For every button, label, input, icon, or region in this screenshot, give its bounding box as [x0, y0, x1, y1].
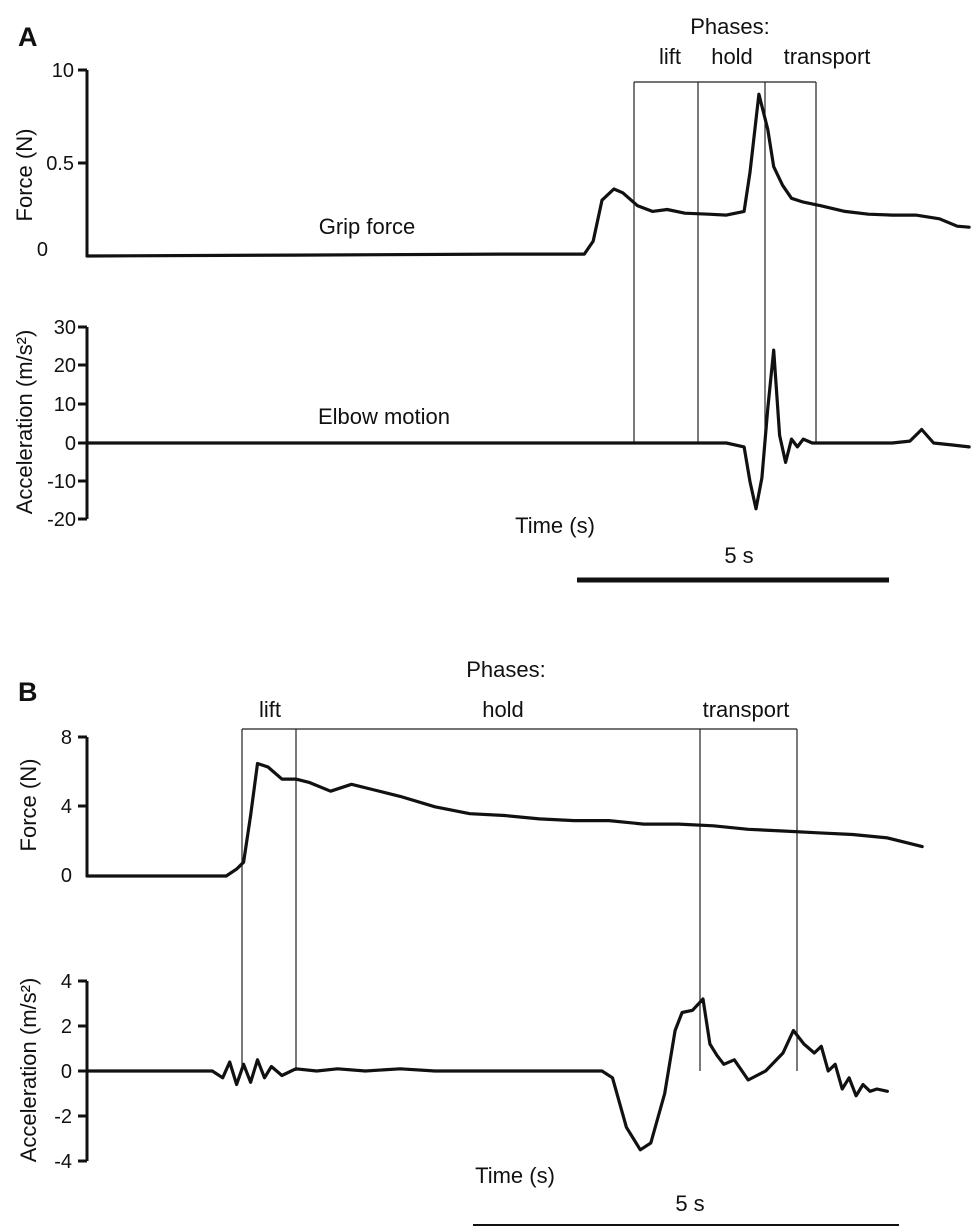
- panel-b-accel-ytick-label-2: 2: [61, 1016, 72, 1038]
- panel-a-xlabel: Time (s): [515, 513, 595, 538]
- panel-b-phase-hold-label: hold: [482, 697, 524, 722]
- panel-a-force-ytick-label-zero: 0: [37, 239, 48, 261]
- panel-b-accel-ytick-label-0: 0: [61, 1061, 72, 1083]
- panel-b-force-ylabel: Force (N): [16, 759, 41, 852]
- panel-a-elbow-motion-label: Elbow motion: [318, 404, 450, 429]
- panel-b-grip-force-line: [85, 761, 924, 878]
- panel-a-phase-hold-label: hold: [711, 44, 753, 69]
- panel-a-phases-title: Phases:: [690, 14, 770, 39]
- panel-b-phase-transport-label: transport: [703, 697, 790, 722]
- panel-a-elbow-motion-line: [85, 348, 971, 511]
- panel-a-accel-ytick-label-30: 30: [54, 317, 76, 339]
- panel-b-accel-ytick-label-neg2: -2: [54, 1106, 72, 1128]
- panel-a-accel-ytick-label-10: 10: [54, 394, 76, 416]
- panel-b-force-ytick-label-4: 4: [61, 796, 72, 818]
- panel-b-letter: B: [18, 677, 38, 707]
- panel-a-accel-ytick-label-0: 0: [65, 433, 76, 455]
- panel-a-accel-ylabel: Acceleration (m/s²): [12, 330, 37, 515]
- panel-a-force-ytick-label-mid: 0.5: [46, 153, 74, 175]
- panel-a-scale-bar-label: 5 s: [724, 543, 753, 568]
- panel-a-grip-force-line: [85, 92, 971, 258]
- panel-a-letter: A: [18, 22, 38, 52]
- panel-b-elbow-motion-line: [85, 997, 889, 1152]
- panel-b-force-ytick-label-0: 0: [61, 865, 72, 887]
- panel-a-accel-ytick-label-20: 20: [54, 355, 76, 377]
- panel-a-grip-force-label: Grip force: [319, 214, 416, 239]
- panel-a-accel-ytick-label-neg10: -10: [47, 471, 76, 493]
- panel-b-phase-lift-label: lift: [259, 697, 281, 722]
- panel-a-accel-ytick-label-neg20: -20: [47, 509, 76, 531]
- panel-a-phase-transport-label: transport: [784, 44, 871, 69]
- panel-b-accel-ylabel: Acceleration (m/s²): [16, 978, 41, 1163]
- panel-b-phases-title: Phases:: [466, 657, 546, 682]
- panel-b-accel-ytick-label-neg4: -4: [54, 1151, 72, 1173]
- panel-b-scale-bar-label: 5 s: [675, 1191, 704, 1216]
- panel-b-xlabel: Time (s): [475, 1163, 555, 1188]
- panel-a-force-ytick-label-top: 10: [52, 60, 74, 82]
- panel-b-force-ytick-label-8: 8: [61, 727, 72, 749]
- panel-a-phase-lift-label: lift: [659, 44, 681, 69]
- panel-a-force-ylabel: Force (N): [12, 129, 37, 222]
- panel-b-accel-ytick-label-4: 4: [61, 971, 72, 993]
